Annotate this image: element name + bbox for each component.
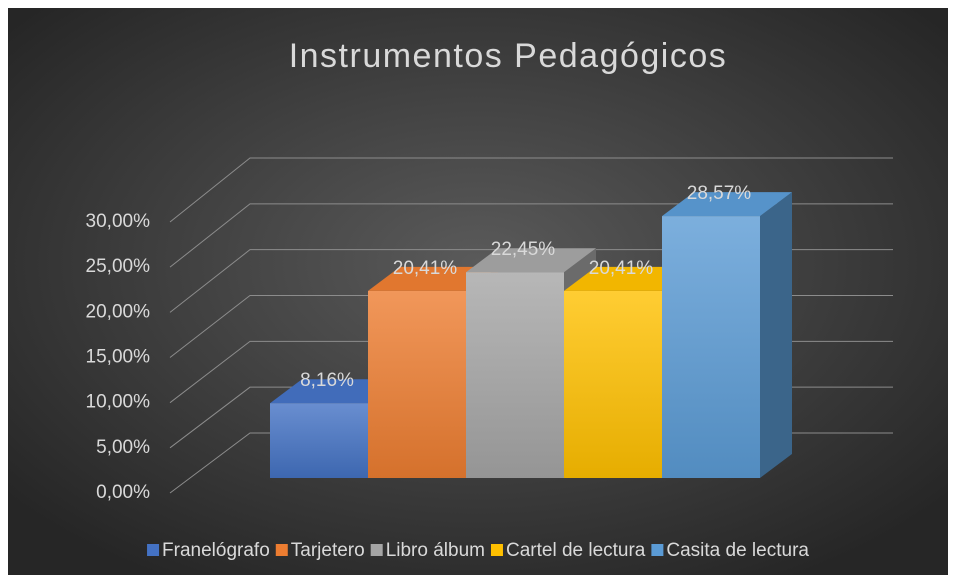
bar — [368, 290, 466, 478]
bar — [662, 216, 760, 478]
bar-top — [270, 379, 400, 404]
bar-side — [760, 192, 792, 478]
legend-swatch — [651, 544, 664, 556]
data-label: 8,16% — [300, 370, 354, 391]
legend-swatch — [147, 544, 160, 556]
bar-top — [662, 192, 792, 217]
y-tick-label: 5,00% — [96, 437, 150, 458]
data-label: 22,45% — [491, 239, 556, 260]
legend-swatch — [275, 544, 288, 556]
bar-top — [564, 266, 694, 291]
legend-label: Casita de lectura — [666, 540, 809, 561]
legend-label: Tarjetero — [291, 540, 365, 561]
y-tick-label: 15,00% — [86, 347, 151, 368]
grid-line — [169, 157, 893, 223]
y-tick-label: 30,00% — [86, 211, 151, 232]
data-label: 20,41% — [589, 258, 654, 279]
y-tick-label: 10,00% — [86, 392, 151, 413]
chart-title: Instrumentos Pedagógicos — [289, 37, 728, 75]
bar — [270, 403, 368, 478]
legend-swatch — [490, 544, 503, 556]
legend-label: Franelógrafo — [162, 540, 270, 561]
y-tick-label: 25,00% — [86, 256, 151, 277]
data-label: 28,57% — [687, 183, 752, 204]
y-tick-label: 0,00% — [96, 482, 150, 503]
data-label: 20,41% — [393, 258, 458, 279]
bar — [466, 272, 564, 478]
legend-label: Libro álbum — [386, 540, 485, 561]
bar-top — [466, 248, 596, 273]
legend-swatch — [370, 544, 383, 556]
y-tick-label: 20,00% — [86, 301, 151, 322]
legend: Franelógrafo Tarjetero Libro álbum Cartel d… — [147, 540, 809, 561]
bar — [564, 290, 662, 478]
legend-label: Cartel de lectura — [506, 540, 646, 561]
bar-top — [368, 266, 498, 291]
